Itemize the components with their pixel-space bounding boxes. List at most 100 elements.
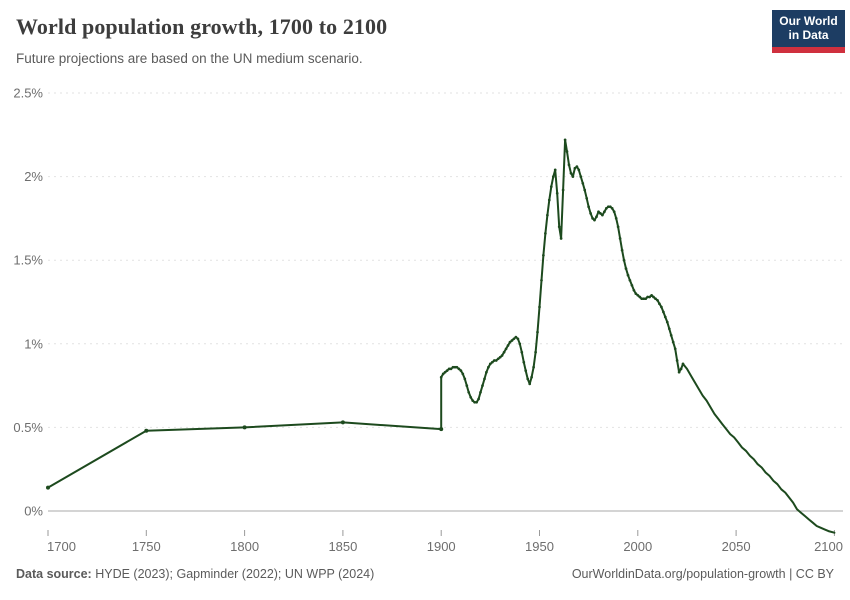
data-point-marker [449,367,453,371]
data-source-label: Data source: [16,567,92,581]
data-point-marker [473,400,476,404]
data-point-marker [526,377,530,381]
data-point-marker [487,365,490,369]
data-point-marker [483,377,486,381]
data-source-list: HYDE (2023); Gapminder (2022); UN WPP (2… [91,567,375,581]
data-point-marker [479,390,482,394]
x-axis-tick-label: 1900 [427,539,456,554]
data-point-marker [518,342,522,346]
data-point-marker [561,188,565,192]
data-point-marker [488,362,492,366]
data-point-marker [612,210,616,214]
data-point-marker [632,288,636,292]
data-point-marker [546,213,549,217]
data-point-marker [665,320,669,324]
data-point-marker [604,207,608,210]
data-point-marker [506,344,510,347]
data-point-marker [597,210,600,214]
data-point-marker [614,217,618,220]
data-point-marker [660,305,663,309]
data-point-marker [571,175,575,178]
data-point-marker [618,237,622,240]
data-point-marker [662,310,665,314]
data-point-marker [640,297,644,301]
data-point-marker [679,367,683,371]
data-point-marker [516,337,520,341]
data-point-marker [622,258,626,262]
data-point-marker [475,400,478,404]
data-point-marker [644,297,648,301]
data-point-marker [673,347,677,351]
x-axis-tick-label: 2050 [722,539,751,554]
data-point-marker [569,171,573,175]
data-source-note: Data source: HYDE (2023); Gapminder (202… [16,566,374,582]
data-point-marker [595,215,598,219]
data-point-marker [520,350,524,354]
data-point-marker [457,367,461,371]
owid-logo[interactable]: Our World in Data [772,10,845,53]
data-point-marker [494,359,498,362]
data-point-marker [477,397,480,401]
y-axis-tick-label: 1.5% [13,253,43,268]
x-axis-tick-label: 1700 [47,539,76,554]
data-point-marker [340,420,345,425]
chart-title: World population growth, 1700 to 2100 [16,14,388,39]
data-point-marker [508,340,512,344]
data-point-marker [532,365,535,369]
data-point-marker [544,232,547,235]
data-point-marker [663,315,667,319]
data-point-marker [656,298,659,302]
data-point-marker [624,267,628,270]
data-point-marker [608,205,612,209]
data-point-marker [599,212,602,215]
data-point-marker [439,375,443,379]
chart-footer: Data source: HYDE (2023); Gapminder (202… [16,566,834,582]
y-axis-tick-label: 0.5% [13,420,43,435]
data-point-marker [445,369,449,372]
data-point-marker [514,335,518,339]
data-point-marker [585,196,589,200]
data-point-marker [593,218,596,222]
data-point-marker [563,138,567,142]
data-point-marker [547,198,551,202]
data-point-marker [467,390,471,394]
data-point-marker [565,150,569,153]
data-point-marker [500,354,504,357]
data-point-marker [542,253,545,257]
y-axis-tick-label: 2.5% [13,86,43,101]
chart-header: World population growth, 1700 to 2100 Fu… [16,12,760,66]
data-point-marker [671,340,675,344]
data-point-marker [522,360,526,364]
data-point-marker [46,485,50,490]
data-point-marker [451,365,455,369]
data-point-marker [465,384,469,387]
data-point-marker [583,188,587,192]
data-point-marker [510,339,514,342]
x-axis-tick-label: 2100 [814,539,843,554]
data-point-marker [579,175,583,178]
data-point-marker [642,297,646,301]
y-axis-tick-label: 1% [24,336,43,351]
data-point-marker [650,293,653,297]
data-point-marker [646,295,649,299]
data-point-marker [616,225,620,229]
data-point-marker [658,302,661,306]
data-point-marker [453,365,457,369]
data-point-marker [485,370,488,374]
data-point-marker [567,163,571,167]
x-axis-tick-label: 1750 [132,539,161,554]
attribution-link[interactable]: OurWorldinData.org/population-growth | C… [571,567,834,581]
data-point-marker [628,278,632,282]
data-point-marker [524,369,528,372]
data-point-marker [512,337,516,341]
data-point-marker [606,205,610,209]
x-axis-tick-label: 1850 [328,539,357,554]
data-point-marker [620,248,624,252]
owid-logo-line1: Our World [779,14,838,28]
data-point-marker [573,166,577,170]
data-point-marker [634,292,638,295]
data-point-marker [496,357,500,361]
data-point-marker [469,395,473,399]
